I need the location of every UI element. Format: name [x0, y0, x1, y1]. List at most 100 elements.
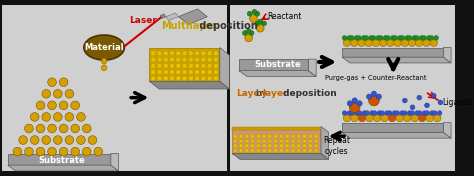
Circle shape — [362, 36, 366, 40]
Circle shape — [385, 36, 391, 40]
Circle shape — [280, 139, 283, 143]
Circle shape — [285, 144, 289, 148]
Circle shape — [13, 147, 22, 156]
Circle shape — [392, 111, 397, 115]
Circle shape — [273, 139, 278, 143]
Circle shape — [207, 57, 212, 62]
Circle shape — [309, 134, 312, 138]
Circle shape — [302, 134, 307, 138]
Circle shape — [151, 76, 155, 81]
Circle shape — [285, 139, 289, 143]
Circle shape — [357, 111, 362, 115]
Circle shape — [422, 111, 427, 115]
Circle shape — [71, 124, 80, 133]
Circle shape — [151, 51, 155, 56]
Circle shape — [239, 134, 243, 138]
Circle shape — [151, 57, 155, 62]
Circle shape — [54, 89, 62, 98]
Circle shape — [358, 114, 366, 122]
Circle shape — [251, 149, 255, 153]
Circle shape — [189, 51, 193, 56]
Circle shape — [383, 36, 388, 40]
Circle shape — [280, 134, 283, 138]
Polygon shape — [8, 153, 111, 165]
Circle shape — [355, 111, 359, 115]
Circle shape — [373, 114, 381, 122]
Circle shape — [207, 76, 212, 81]
Circle shape — [347, 111, 352, 115]
Circle shape — [394, 39, 401, 47]
Polygon shape — [8, 165, 118, 171]
Circle shape — [430, 39, 438, 47]
Circle shape — [393, 36, 398, 40]
Circle shape — [262, 139, 266, 143]
Circle shape — [408, 39, 416, 47]
Circle shape — [431, 93, 436, 98]
Circle shape — [285, 149, 289, 153]
Circle shape — [377, 111, 382, 115]
Circle shape — [164, 70, 168, 74]
Circle shape — [273, 134, 278, 138]
Polygon shape — [178, 9, 207, 24]
Circle shape — [176, 51, 181, 56]
Polygon shape — [111, 153, 118, 171]
Text: Layer: Layer — [236, 89, 264, 98]
Circle shape — [433, 114, 441, 122]
Circle shape — [365, 39, 373, 47]
Circle shape — [343, 39, 351, 47]
Circle shape — [434, 36, 438, 40]
Circle shape — [417, 111, 422, 115]
Polygon shape — [149, 81, 229, 89]
Circle shape — [422, 36, 427, 40]
Circle shape — [419, 36, 424, 40]
Circle shape — [250, 15, 257, 23]
Circle shape — [429, 111, 435, 115]
Circle shape — [201, 70, 206, 74]
Circle shape — [291, 139, 295, 143]
Circle shape — [59, 78, 68, 87]
Circle shape — [350, 111, 355, 115]
Circle shape — [233, 144, 237, 148]
Text: Substrate: Substrate — [254, 60, 301, 69]
Circle shape — [82, 124, 91, 133]
Circle shape — [71, 147, 80, 156]
Circle shape — [182, 63, 187, 68]
Circle shape — [369, 36, 374, 40]
Circle shape — [233, 139, 237, 143]
Circle shape — [366, 94, 372, 99]
Circle shape — [280, 144, 283, 148]
Circle shape — [378, 36, 383, 40]
Circle shape — [233, 149, 237, 153]
Circle shape — [157, 51, 162, 56]
Circle shape — [379, 39, 387, 47]
Circle shape — [372, 111, 377, 115]
Circle shape — [101, 58, 107, 64]
Circle shape — [388, 114, 396, 122]
Circle shape — [372, 39, 380, 47]
Circle shape — [207, 51, 212, 56]
Circle shape — [157, 76, 162, 81]
Circle shape — [437, 111, 442, 115]
Circle shape — [258, 19, 263, 24]
Circle shape — [371, 91, 377, 96]
Polygon shape — [342, 48, 443, 57]
Text: Repeat
cycles: Repeat cycles — [323, 136, 350, 156]
Circle shape — [245, 134, 249, 138]
Circle shape — [170, 76, 174, 81]
Circle shape — [314, 144, 318, 148]
Circle shape — [25, 124, 33, 133]
Circle shape — [245, 144, 249, 148]
Circle shape — [170, 70, 174, 74]
Circle shape — [396, 114, 403, 122]
Text: Substrate: Substrate — [38, 156, 85, 165]
Circle shape — [48, 101, 56, 110]
Circle shape — [297, 134, 301, 138]
Circle shape — [273, 144, 278, 148]
Circle shape — [42, 89, 51, 98]
Polygon shape — [220, 48, 229, 89]
Circle shape — [343, 114, 351, 122]
Circle shape — [30, 113, 39, 121]
Circle shape — [376, 36, 381, 40]
Circle shape — [291, 144, 295, 148]
Circle shape — [246, 29, 251, 34]
